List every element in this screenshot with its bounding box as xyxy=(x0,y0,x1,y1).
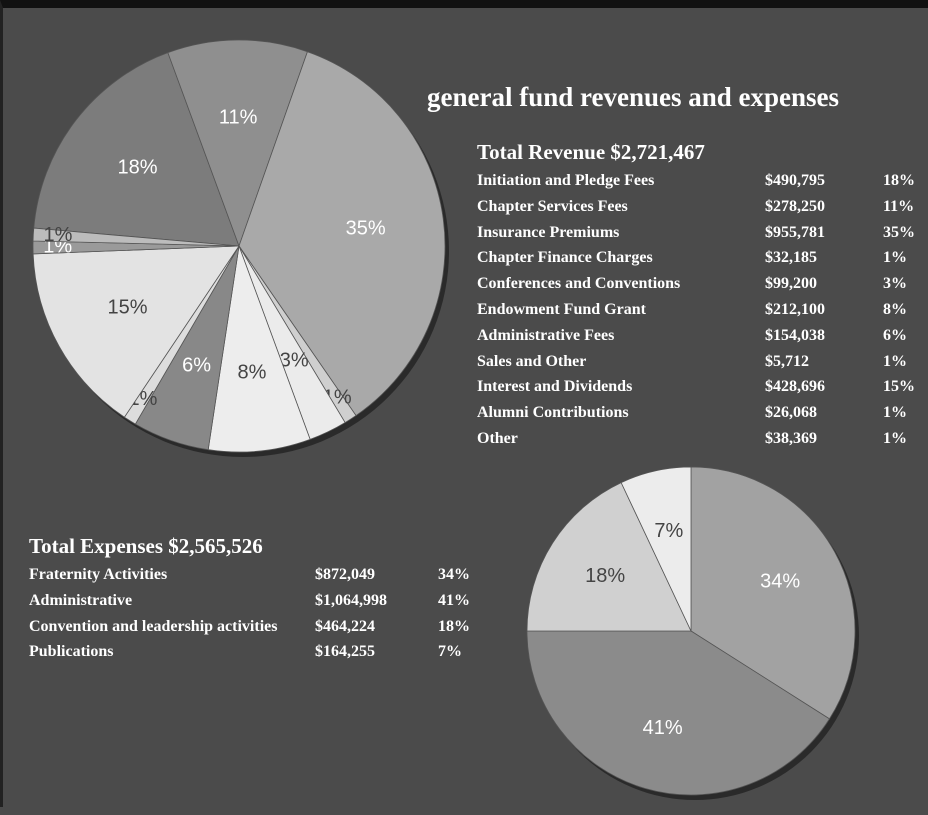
row-amount: $26,068 xyxy=(765,404,817,422)
pie-slice xyxy=(526,482,692,632)
table-row: Chapter Finance Charges $32,185 1% xyxy=(477,245,928,271)
table-row: Conferences and Conventions $99,200 3% xyxy=(477,271,928,297)
slice-label: 41% xyxy=(643,717,683,739)
row-amount: $212,100 xyxy=(765,300,825,318)
row-percent: 1% xyxy=(883,429,907,447)
row-percent: 1% xyxy=(883,404,907,422)
row-amount: $955,781 xyxy=(765,223,825,241)
row-label: Sales and Other xyxy=(477,352,587,370)
row-amount: $38,369 xyxy=(765,429,817,447)
table-row: Interest and Dividends $428,696 15% xyxy=(477,374,928,400)
table-row: Sales and Other $5,712 1% xyxy=(477,349,928,375)
table-row: Fraternity Activities $872,049 34% xyxy=(29,562,488,588)
slice-label: 18% xyxy=(585,565,625,587)
row-label: Other xyxy=(477,429,518,447)
row-amount: $490,795 xyxy=(765,172,825,189)
row-amount: $99,200 xyxy=(765,275,817,293)
table-row: Alumni Contributions $26,068 1% xyxy=(477,400,928,426)
revenue-table: Total Revenue $2,721,467 Initiation and … xyxy=(477,140,928,452)
row-label: Convention and leadership activities xyxy=(29,617,278,635)
charts: 18%11%35%1%3%8%6%1%15%1%1%34%41%18%7% xyxy=(32,39,859,800)
slice-label: 15% xyxy=(107,297,147,319)
row-percent: 18% xyxy=(883,172,915,189)
table-row: Chapter Services Fees $278,250 11% xyxy=(477,194,928,220)
row-percent: 34% xyxy=(438,566,470,583)
pie-slice xyxy=(207,245,311,453)
expense-table: Total Expenses $2,565,526 Fraternity Act… xyxy=(29,534,488,665)
slice-label: 1% xyxy=(44,224,73,246)
row-percent: 18% xyxy=(438,617,470,635)
slice-label: 18% xyxy=(118,157,158,179)
row-label: Interest and Dividends xyxy=(477,378,633,396)
row-percent: 11% xyxy=(883,197,915,215)
slice-label: 7% xyxy=(654,520,683,542)
pie-slice xyxy=(167,39,308,248)
row-label: Initiation and Pledge Fees xyxy=(477,172,655,189)
row-label: Insurance Premiums xyxy=(477,223,620,241)
row-percent: 1% xyxy=(883,249,907,267)
row-percent: 8% xyxy=(883,300,907,318)
slice-label: 3% xyxy=(280,349,309,371)
row-label: Endowment Fund Grant xyxy=(477,300,646,318)
row-amount: $428,696 xyxy=(765,378,825,396)
row-percent: 1% xyxy=(883,352,907,370)
table-title: Total Revenue $2,721,467 xyxy=(477,140,705,164)
slice-label: 11% xyxy=(219,107,258,129)
row-label: Publications xyxy=(29,643,114,661)
row-amount: $464,224 xyxy=(315,617,375,635)
table-title: Total Expenses $2,565,526 xyxy=(29,534,263,558)
pie-slice xyxy=(238,51,446,417)
table-row: Convention and leadership activities $464… xyxy=(29,614,488,640)
pie-slice xyxy=(32,227,240,247)
pie-slice xyxy=(620,466,692,632)
row-label: Alumni Contributions xyxy=(477,404,629,422)
row-percent: 3% xyxy=(883,275,907,293)
table-row: Publications $164,255 7% xyxy=(29,639,488,665)
row-label: Conferences and Conventions xyxy=(477,275,681,293)
pie-slice xyxy=(32,245,240,418)
row-percent: 7% xyxy=(438,643,462,661)
row-amount: $872,049 xyxy=(315,566,375,583)
slice-label: 6% xyxy=(182,355,211,377)
row-amount: $278,250 xyxy=(765,197,825,215)
row-percent: 41% xyxy=(438,591,470,609)
table-row: Insurance Premiums $955,781 35% xyxy=(477,220,928,246)
table-row: Initiation and Pledge Fees $490,795 18% xyxy=(477,168,928,194)
row-amount: $164,255 xyxy=(315,643,375,661)
row-amount: $32,185 xyxy=(765,249,817,267)
row-label: Administrative xyxy=(29,591,133,609)
table-row: Administrative $1,064,998 41% xyxy=(29,588,488,614)
table-row: Administrative Fees $154,038 6% xyxy=(477,323,928,349)
slice-label: 8% xyxy=(237,361,266,383)
row-amount: $5,712 xyxy=(765,352,809,370)
row-percent: 6% xyxy=(883,326,907,344)
pie-slice xyxy=(33,52,240,247)
row-percent: 35% xyxy=(883,223,915,241)
row-label: Chapter Services Fees xyxy=(477,197,628,215)
slice-label: 35% xyxy=(346,217,386,239)
row-label: Fraternity Activities xyxy=(29,566,168,583)
table-row: Other $38,369 1% xyxy=(477,426,928,452)
row-amount: $154,038 xyxy=(765,326,825,344)
pie-slice xyxy=(526,630,831,796)
table-row: Endowment Fund Grant $212,100 8% xyxy=(477,297,928,323)
slice-label: 34% xyxy=(760,570,800,592)
row-percent: 15% xyxy=(883,378,915,396)
row-label: Administrative Fees xyxy=(477,326,615,344)
pie-slice xyxy=(690,466,856,720)
row-amount: $1,064,998 xyxy=(315,591,387,609)
row-label: Chapter Finance Charges xyxy=(477,249,653,267)
page-title: general fund revenues and expenses xyxy=(427,82,840,112)
